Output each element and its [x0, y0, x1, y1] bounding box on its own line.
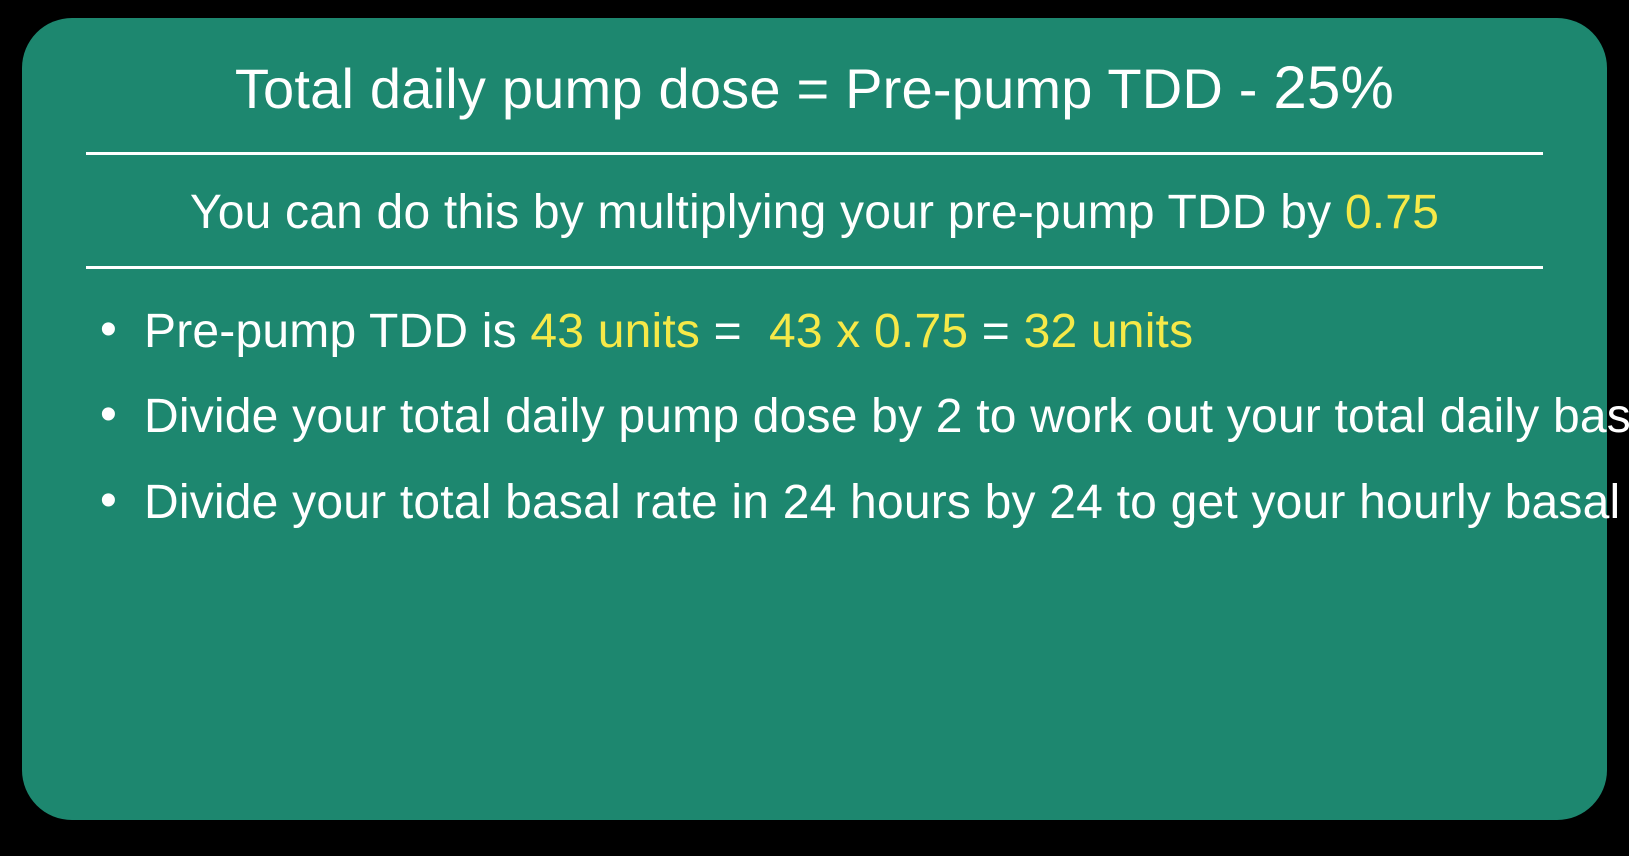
highlight-text: 43 x 0.75 — [769, 305, 982, 358]
bullet-list: Pre-pump TDD is 43 units = 43 x 0.75 = 3… — [82, 297, 1547, 538]
divider-bottom — [86, 266, 1543, 269]
body-text: = — [982, 305, 1024, 358]
highlight-text: 0.75 — [1345, 186, 1439, 239]
body-text: Total daily pump dose = Pre-pump TDD - — [235, 57, 1274, 120]
list-item: Pre-pump TDD is 43 units = 43 x 0.75 = 3… — [92, 297, 1537, 367]
list-item: Divide your total daily pump dose by 2 t… — [92, 382, 1537, 452]
body-text: = — [700, 305, 769, 358]
body-text: 25% — [1273, 54, 1394, 121]
highlight-text: 32 units — [1024, 305, 1194, 358]
body-text: You can do this by multiplying your pre-… — [190, 186, 1345, 239]
list-item: Divide your total basal rate in 24 hours… — [92, 468, 1537, 538]
body-text: Divide your total basal rate in 24 hours… — [144, 476, 1629, 529]
card-title: Total daily pump dose = Pre-pump TDD - 2… — [82, 52, 1547, 124]
highlight-text: 43 units — [530, 305, 700, 358]
body-text: Pre-pump TDD is — [144, 305, 530, 358]
info-card: Total daily pump dose = Pre-pump TDD - 2… — [22, 18, 1607, 820]
card-subtext: You can do this by multiplying your pre-… — [82, 155, 1547, 266]
body-text: Divide your total daily pump dose by 2 t… — [144, 390, 1629, 443]
